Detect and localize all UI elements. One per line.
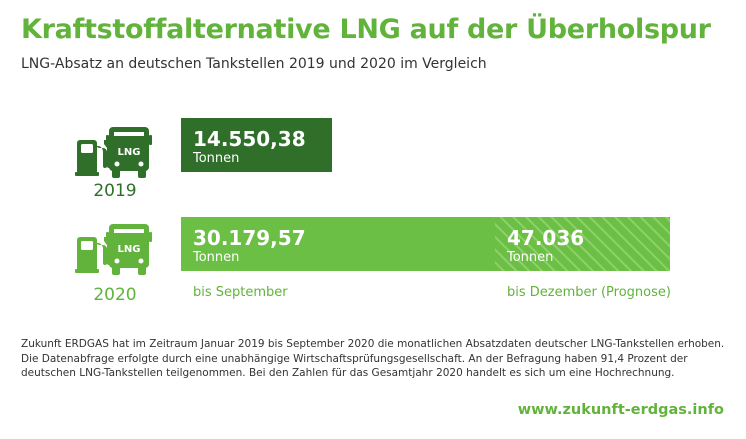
bar-2019-value: 14.550,38 xyxy=(193,127,306,151)
bar-2020-december-unit: Tonnen xyxy=(507,250,554,265)
bar-2020-september-value: 30.179,57 xyxy=(193,226,306,250)
bar-2019: 14.550,38 Tonnen xyxy=(181,118,332,172)
bus-lng-label: LNG xyxy=(118,147,141,158)
bar-2020-december-value: 47.036 xyxy=(507,226,585,250)
bar-2019-unit: Tonnen xyxy=(193,151,240,166)
fuel-pump-icon xyxy=(75,237,111,273)
page-subtitle: LNG-Absatz an deutschen Tankstellen 2019… xyxy=(21,56,487,72)
caption-september: bis September xyxy=(193,285,288,300)
year-label-2019: 2019 xyxy=(93,181,137,201)
year-label-2020: 2020 xyxy=(93,285,137,305)
bus-icon: LNG xyxy=(106,224,152,275)
bar-2020-september-segment xyxy=(181,217,495,271)
bus-lng-label: LNG xyxy=(118,244,141,255)
bar-2020-december-forecast-segment xyxy=(495,217,670,271)
bar-2020-september-unit: Tonnen xyxy=(193,250,240,265)
caption-december-forecast: bis Dezember (Prognose) xyxy=(507,285,671,300)
website-link[interactable]: www.zukunft-erdgas.info xyxy=(517,402,724,418)
bar-2020-fill xyxy=(181,217,670,271)
bar-2020-total: 30.179,57 Tonnen 47.036 Tonnen xyxy=(181,217,670,271)
page-title: Kraftstoffalternative LNG auf der Überho… xyxy=(21,14,711,45)
fuel-pump-icon xyxy=(75,140,111,176)
bus-icon: LNG xyxy=(106,127,152,178)
methodology-note: Zukunft ERDGAS hat im Zeitraum Januar 20… xyxy=(21,338,725,379)
